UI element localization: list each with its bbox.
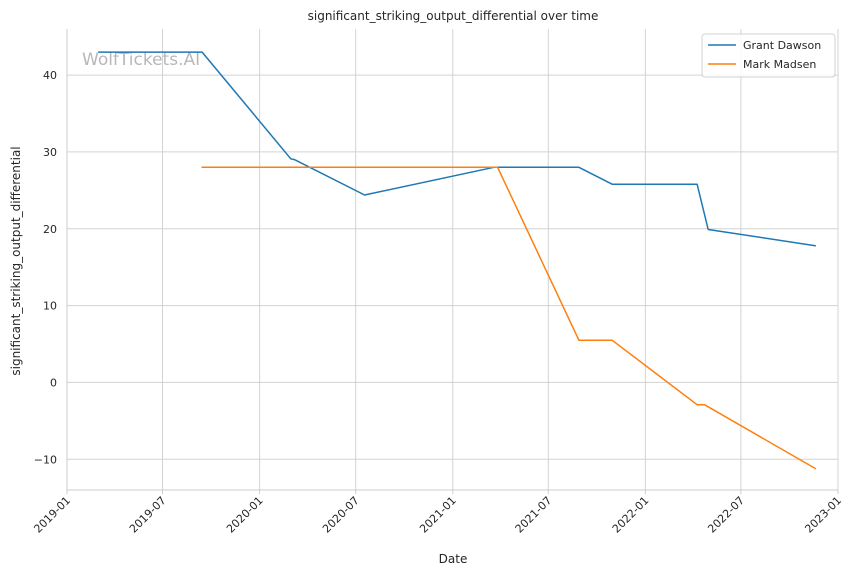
x-axis-title: Date [439,552,468,566]
series-line-mark-madsen [201,166,817,470]
y-tick-label: 20 [43,223,57,236]
data-point-grant-dawson [578,166,580,168]
data-point-grant-dawson [293,158,295,160]
data-point-grant-dawson [98,51,100,53]
data-point-grant-dawson [814,245,816,247]
watermark-text: WolfTickets.AI [82,50,200,70]
data-point-grant-dawson [707,228,709,230]
legend: Grant Dawson Mark Madsen [701,33,836,78]
chart-title: significant_striking_output_differential… [308,9,599,23]
data-point-mark-madsen [703,404,705,406]
legend-label-mark-madsen: Mark Madsen [743,58,816,71]
series-layer [97,51,817,470]
data-point-mark-madsen [814,467,816,469]
y-tick-label: 10 [43,300,57,313]
y-tick-label: 0 [50,376,57,389]
data-point-grant-dawson [611,183,613,185]
data-point-grant-dawson [696,183,698,185]
grid-layer [66,29,839,494]
data-point-mark-madsen [611,339,613,341]
y-tick-label: 40 [43,69,57,82]
data-point-grant-dawson [363,194,365,196]
y-tick-label: 30 [43,146,57,159]
y-tick-label: −10 [34,453,57,466]
data-point-mark-madsen [696,404,698,406]
y-axis-title: significant_striking_output_differential [9,146,23,375]
plot-frame [66,29,838,491]
legend-label-grant-dawson: Grant Dawson [743,39,821,52]
data-point-mark-madsen [201,166,203,168]
data-point-mark-madsen [578,339,580,341]
data-point-grant-dawson [290,158,292,160]
data-point-grant-dawson [201,51,203,53]
data-point-mark-madsen [496,166,498,168]
